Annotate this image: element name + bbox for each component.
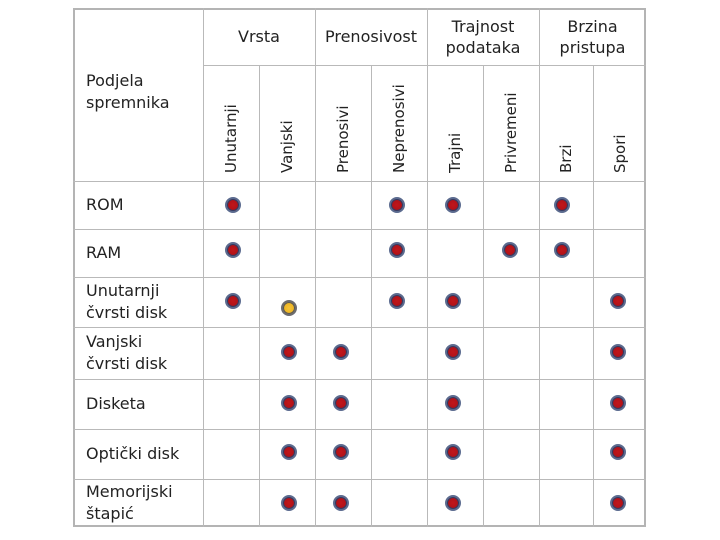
- row-label-line: RAM: [86, 243, 122, 262]
- row-label-line: ROM: [86, 195, 124, 214]
- red-mark: [389, 293, 405, 309]
- sub-col-divider: [259, 65, 260, 527]
- row-label-line: Optički disk: [86, 444, 180, 463]
- group-header-line: Trajnost: [451, 16, 515, 36]
- corner-label-line: spremnika: [86, 93, 170, 112]
- row-divider: [73, 429, 646, 430]
- corner-label: Podjela spremnika: [86, 70, 170, 114]
- group-header-line: Vrsta: [238, 27, 280, 46]
- red-mark: [333, 344, 349, 360]
- row-label: Vanjski čvrsti disk: [86, 331, 167, 375]
- table-border: [73, 8, 646, 527]
- column-header-spori: Spori: [610, 134, 629, 173]
- group-col-divider: [539, 8, 540, 527]
- red-mark: [281, 444, 297, 460]
- group-col-divider: [427, 8, 428, 527]
- row-divider: [73, 277, 646, 278]
- row-label: Optički disk: [86, 443, 179, 465]
- red-mark: [333, 495, 349, 511]
- red-mark: [389, 242, 405, 258]
- sub-col-divider: [593, 65, 594, 527]
- row-label: ROM: [86, 194, 124, 216]
- row-divider: [73, 327, 646, 328]
- row-divider: [73, 181, 646, 182]
- row-label-line: Vanjski: [86, 332, 143, 351]
- group-header-2: Trajnost podataka: [427, 16, 539, 58]
- sub-col-divider: [483, 65, 484, 527]
- yellow-mark: [281, 300, 297, 316]
- row-label: Disketa: [86, 393, 146, 415]
- column-header-prenosivi: Prenosivi: [334, 105, 352, 173]
- group-header-3: Brzina pristupa: [539, 16, 646, 58]
- row-divider: [73, 479, 646, 480]
- group-header-1: Prenosivost: [315, 26, 427, 47]
- column-header-brzi: Brzi: [557, 144, 575, 174]
- red-mark: [610, 344, 626, 360]
- group-header-line: Brzina: [567, 16, 618, 36]
- group-header-line: Prenosivost: [324, 27, 417, 46]
- row-label-line: štapić: [86, 504, 134, 523]
- group-col-divider: [203, 8, 204, 527]
- red-mark: [389, 197, 405, 213]
- red-mark: [225, 197, 241, 213]
- row-label-line: čvrsti disk: [86, 354, 168, 373]
- red-mark: [445, 293, 461, 309]
- red-mark: [445, 495, 461, 511]
- red-mark: [610, 444, 626, 460]
- red-mark: [502, 242, 518, 258]
- red-mark: [445, 395, 461, 411]
- red-mark: [445, 444, 461, 460]
- group-header-line: podataka: [445, 37, 521, 57]
- row-label: Memorijski štapić: [86, 481, 173, 525]
- red-mark: [445, 197, 461, 213]
- row-label-line: Disketa: [86, 394, 146, 413]
- red-mark: [225, 242, 241, 258]
- group-header-line: pristupa: [559, 37, 626, 57]
- red-mark: [281, 495, 297, 511]
- row-label-line: Memorijski: [86, 482, 173, 501]
- row-divider: [73, 379, 646, 380]
- row-divider: [73, 229, 646, 230]
- row-label-line: čvrsti disk: [86, 303, 168, 322]
- red-mark: [554, 242, 570, 258]
- red-mark: [445, 344, 461, 360]
- red-mark: [333, 395, 349, 411]
- red-mark: [281, 395, 297, 411]
- row-label: Unutarnji čvrsti disk: [86, 280, 167, 324]
- group-col-divider: [315, 8, 316, 527]
- row-label-line: Unutarnji: [86, 281, 160, 300]
- red-mark: [610, 495, 626, 511]
- column-header-trajni: Trajni: [446, 132, 464, 173]
- red-mark: [225, 293, 241, 309]
- column-header-vanjski: Vanjski: [278, 120, 296, 173]
- corner-label-line: Podjela: [86, 71, 144, 90]
- column-header-neprenosivi: Neprenosivi: [390, 84, 408, 173]
- red-mark: [333, 444, 349, 460]
- group-divider: [203, 65, 646, 66]
- group-header-0: Vrsta: [203, 26, 315, 47]
- red-mark: [610, 395, 626, 411]
- column-header-unutarnji: Unutarnji: [222, 104, 240, 173]
- red-mark: [281, 344, 297, 360]
- column-header-privremeni: Privremeni: [502, 92, 520, 173]
- red-mark: [554, 197, 570, 213]
- red-mark: [610, 293, 626, 309]
- sub-col-divider: [371, 65, 372, 527]
- row-label: RAM: [86, 242, 121, 264]
